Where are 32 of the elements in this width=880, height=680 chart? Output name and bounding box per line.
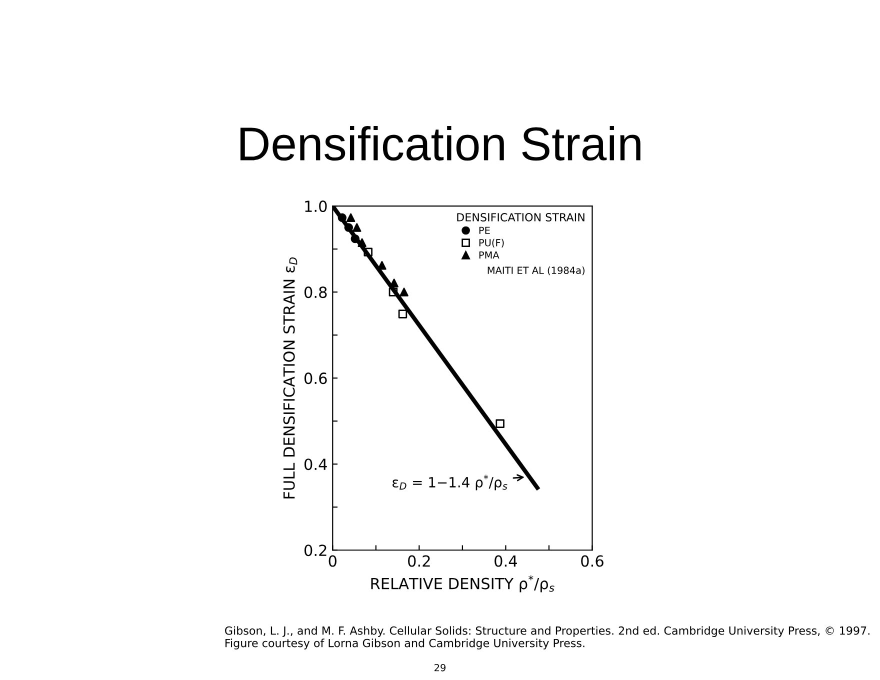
- point: [344, 223, 354, 232]
- chart-title: Densification Strain: [240, 126, 640, 161]
- legend-label: PMA: [479, 251, 500, 259]
- point: [346, 213, 356, 222]
- x-tick-label: 0.2: [408, 555, 430, 567]
- point: [350, 234, 360, 244]
- y-tick-label: 0.2: [304, 544, 326, 556]
- y-tick-label: 0.8: [304, 286, 327, 298]
- text: 29: [434, 664, 446, 672]
- x-tick-label: 0.6: [581, 555, 604, 567]
- point: [378, 261, 386, 270]
- text: Gibson, L. J., and M. F. Ashby. Cellular Solids: Structure and Properties. 2nd ed. Cambridge University Press, © 1997. Figure courtesy of Lorna Gibson and Cambridge University Press.: [225, 626, 870, 650]
- point: [352, 223, 362, 232]
- legend-label: PE: [479, 226, 490, 234]
- y-tick-label: 0.4: [304, 458, 327, 470]
- point: [496, 419, 504, 428]
- legend-label: PU(F): [479, 238, 504, 248]
- point: [388, 288, 398, 296]
- point: [358, 238, 366, 247]
- annotation: MAITI ET AL (1984a): [488, 266, 584, 276]
- x-tick-label: 0.4: [494, 555, 517, 567]
- x-tick-label: 0: [328, 555, 336, 567]
- y-axis-title: FULL DENSIFICATION STRAIN ε$_{D}$: [283, 257, 298, 498]
- legend-title: DENSIFICATION STRAIN: [457, 213, 584, 222]
- y-tick-label: 1.0: [305, 200, 327, 212]
- annotation: ε$_{D}$ = 1−1.4 ρ$^{*}$/ρ$_{s}$: [392, 474, 508, 490]
- y-tick-label: 0.6: [304, 372, 327, 384]
- point: [398, 310, 408, 318]
- point: [400, 288, 408, 296]
- x-axis-title: RELATIVE DENSITY ρ$^{*}$/ρ$_{s}$: [371, 575, 554, 592]
- point: [338, 213, 347, 222]
- point: [364, 248, 372, 256]
